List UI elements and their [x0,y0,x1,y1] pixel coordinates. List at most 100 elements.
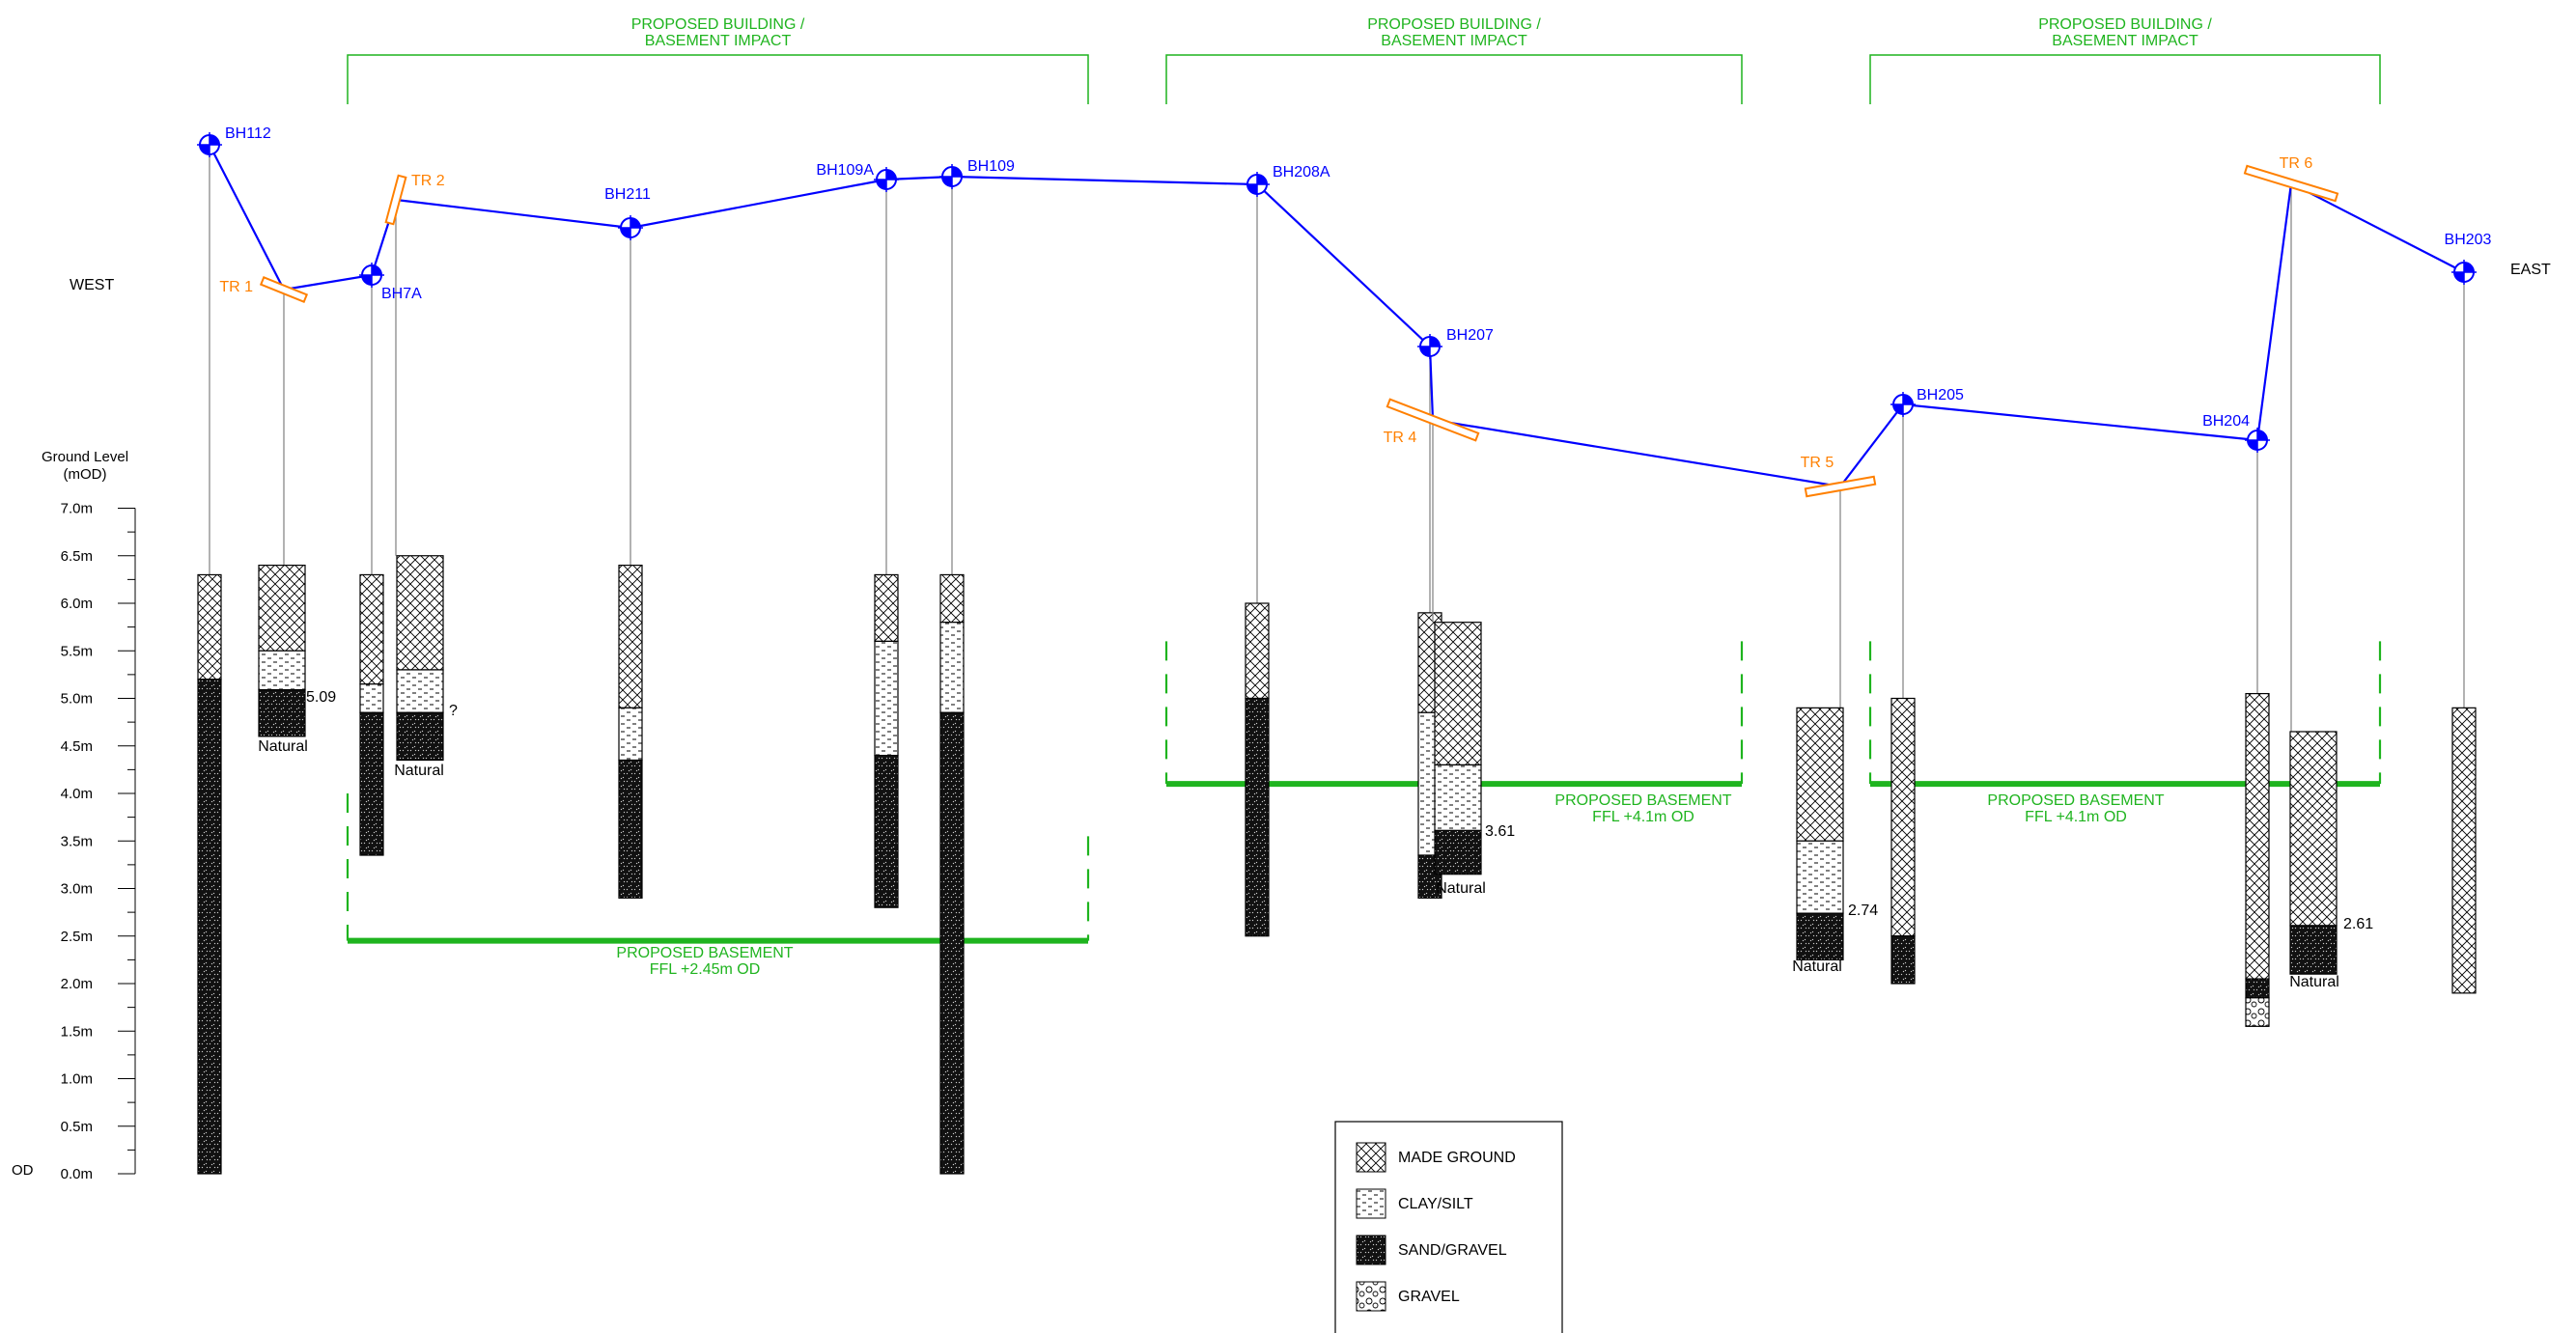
axis-tick-label: 1.0m [61,1071,93,1088]
layer-made [396,555,444,671]
borehole-symbol-quadrant [1430,337,1440,347]
layer-sand [359,711,384,856]
layer-made [258,564,306,652]
zone-title-line2: BASEMENT IMPACT [1381,33,1527,49]
borehole-marker-bh207: BH207 [1417,327,1494,359]
axis-tick-label: 6.5m [61,548,93,565]
borehole-bh208a-log [1245,602,1270,937]
layer-sand [258,689,306,737]
borehole-label: BH207 [1446,327,1494,344]
natural-level-label: 2.74 [1848,903,1878,919]
borehole-marker-bh203: BH203 [2445,232,2492,285]
natural-label: Natural [2289,974,2339,990]
borehole-marker-bh109: BH109 [939,158,1015,189]
borehole-marker-bh112: BH112 [197,125,271,157]
layer-sand [197,679,222,1175]
ground-level-title: Ground Level [42,449,128,465]
trial-pit-label: TR 4 [1384,430,1417,446]
layer-made [2289,731,2338,927]
zone-title-line2: BASEMENT IMPACT [2052,33,2198,49]
trial-pit-marker-tr-4: TR 4 [1384,398,1480,446]
natural-level-label: 2.61 [2343,916,2373,932]
layer-clay [1796,840,1844,914]
layer-clay [396,669,444,713]
borehole-label: BH205 [1917,387,1964,403]
trial-pit-tr-5-log: Natural 2.74 [1792,707,1878,975]
trial-pit-symbol [1386,398,1480,442]
layer-made [359,573,384,685]
natural-label: Natural [1436,880,1486,897]
borehole-symbol-quadrant [630,218,640,228]
trial-pit-tr-1-log: Natural 5.09 [258,564,336,755]
trial-pit-marker-tr-5: TR 5 [1801,455,1877,498]
layer-sand [2289,925,2338,975]
borehole-symbol-quadrant [362,275,372,285]
layer-clay [939,622,965,713]
legend-swatch-clay [1356,1188,1386,1219]
zone-1: PROPOSED BUILDING /BASEMENT IMPACT PROPOS… [346,16,1090,978]
borehole-bh203-log [2451,707,2477,994]
borehole-symbol-quadrant [200,145,210,154]
natural-label: Natural [394,763,444,779]
layer-sand [618,759,643,899]
borehole-label: BH109 [967,158,1015,175]
basement-label-line2: FFL +4.1m OD [2025,809,2127,825]
axis-tick-label: 5.0m [61,691,93,708]
layer-sand [874,754,899,908]
layer-sand [1245,697,1270,937]
trial-pit-symbol [259,275,309,304]
zone-title-line1: PROPOSED BUILDING / [631,16,805,33]
borehole-marker-bh7a: BH7A [359,263,422,302]
borehole-symbol-quadrant [2454,272,2464,282]
axis-tick-label: 0.5m [61,1119,93,1135]
trial-pit-marker-tr-6: TR 6 [2243,155,2339,203]
layer-sand [396,711,444,762]
natural-level-label: 3.61 [1485,823,1515,840]
trial-pit-label: TR 5 [1801,455,1834,471]
west-label: WEST [70,277,114,293]
axis-tick-label: 7.0m [61,501,93,517]
layer-made [874,573,899,643]
legend-label: GRAVEL [1398,1289,1460,1305]
layer-made [1796,707,1844,842]
borehole-bh109-log [939,573,965,1175]
borehole-symbol-quadrant [2464,263,2474,272]
borehole-bh109a-log [874,573,899,908]
zone-title-line2: BASEMENT IMPACT [645,33,792,49]
layer-made [939,573,965,624]
legend-item-sand-gravel: SAND/GRAVEL [1356,1235,1507,1265]
trial-pit-symbol [1804,475,1877,498]
borehole-symbol-quadrant [1247,184,1257,194]
axis-tick-label: 2.0m [61,976,93,992]
legend-label: SAND/GRAVEL [1398,1242,1507,1259]
borehole-marker-bh109a: BH109A [816,162,899,192]
borehole-label: BH204 [2202,413,2250,430]
borehole-marker-bh204: BH204 [2202,413,2270,453]
axis-tick-label: 3.5m [61,833,93,849]
axis-tick-label: 4.0m [61,786,93,802]
basement-label-line2: FFL +2.45m OD [650,961,761,978]
zone-3: PROPOSED BUILDING /BASEMENT IMPACT PROPOS… [1868,16,2382,825]
borehole-marker-bh208a: BH208A [1245,164,1330,197]
natural-label: Natural [258,738,308,755]
trial-pit-tr-6-log: Natural 2.61 [2289,731,2373,990]
trial-pit-label: TR 1 [219,279,253,295]
borehole-bh204-log [2245,692,2270,1027]
layer-sand [1434,829,1482,875]
proposed-building-zones: PROPOSED BUILDING /BASEMENT IMPACTPROPOS… [346,16,2382,978]
borehole-label: BH211 [604,186,651,203]
trial-pit-marker-tr-2: TR 2 [384,173,445,226]
layer-sand [2245,978,2270,999]
trial-pit-marker-tr-1: TR 1 [219,275,309,304]
borehole-bh7a-log [359,573,384,856]
borehole-symbol-quadrant [952,167,962,177]
axis-tick-label: 0.0m [61,1166,93,1182]
axis-tick-label: 2.5m [61,929,93,945]
borehole-label: BH109A [816,162,874,179]
borehole-symbol-quadrant [1893,404,1903,414]
zone-bracket [1869,54,2381,104]
borehole-label: BH203 [2445,232,2492,248]
borehole-symbol-quadrant [2248,440,2257,450]
trial-pit-symbol [384,174,407,226]
